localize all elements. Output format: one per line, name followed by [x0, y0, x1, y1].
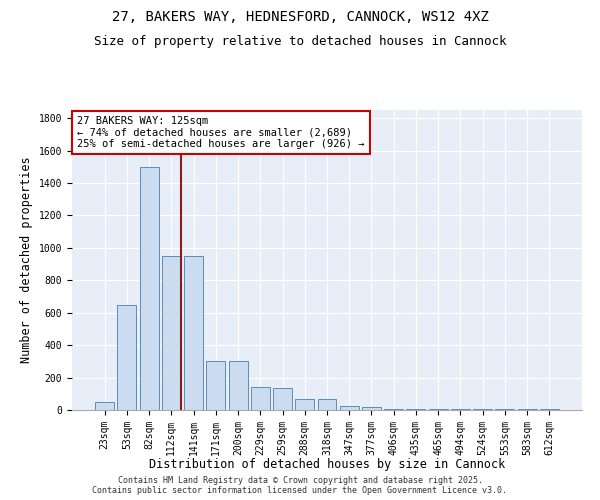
Bar: [140, 167, 158, 410]
Bar: [451, 409, 470, 410]
Bar: [540, 409, 559, 410]
Bar: [473, 409, 492, 410]
Bar: [317, 400, 337, 410]
Text: Size of property relative to detached houses in Cannock: Size of property relative to detached ho…: [94, 35, 506, 48]
Bar: [384, 409, 403, 410]
Bar: [340, 406, 359, 410]
Y-axis label: Number of detached properties: Number of detached properties: [20, 156, 33, 364]
Bar: [496, 409, 514, 410]
Text: 27 BAKERS WAY: 125sqm
← 74% of detached houses are smaller (2,689)
25% of semi-d: 27 BAKERS WAY: 125sqm ← 74% of detached …: [77, 116, 365, 149]
Bar: [429, 409, 448, 410]
Bar: [229, 362, 248, 410]
Bar: [206, 362, 225, 410]
Bar: [518, 409, 536, 410]
Bar: [362, 407, 381, 410]
Bar: [406, 409, 425, 410]
X-axis label: Distribution of detached houses by size in Cannock: Distribution of detached houses by size …: [149, 458, 505, 471]
Bar: [162, 256, 181, 410]
Bar: [184, 256, 203, 410]
Text: Contains HM Land Registry data © Crown copyright and database right 2025.
Contai: Contains HM Land Registry data © Crown c…: [92, 476, 508, 495]
Bar: [273, 388, 292, 410]
Bar: [95, 402, 114, 410]
Text: 27, BAKERS WAY, HEDNESFORD, CANNOCK, WS12 4XZ: 27, BAKERS WAY, HEDNESFORD, CANNOCK, WS1…: [112, 10, 488, 24]
Bar: [295, 398, 314, 410]
Bar: [251, 388, 270, 410]
Bar: [118, 304, 136, 410]
